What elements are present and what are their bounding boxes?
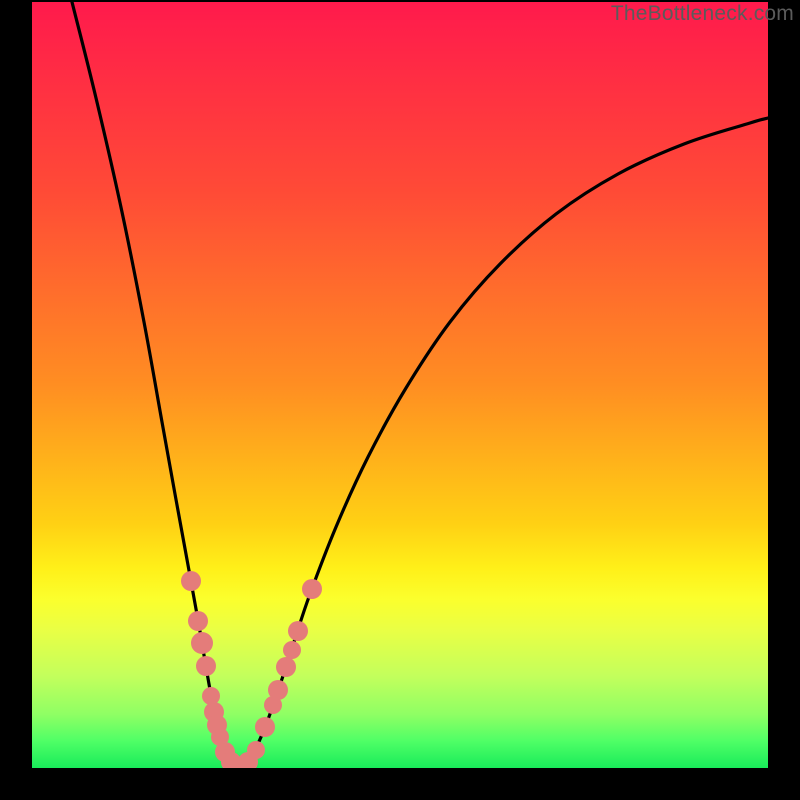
data-marker (202, 687, 220, 705)
data-marker (268, 680, 288, 700)
data-marker (191, 632, 213, 654)
data-marker (196, 656, 216, 676)
data-marker (181, 571, 201, 591)
bottleneck-curve (32, 2, 768, 768)
performance-curve (72, 2, 768, 768)
data-marker (302, 579, 322, 599)
data-marker (288, 621, 308, 641)
data-marker (188, 611, 208, 631)
data-marker (283, 641, 301, 659)
data-markers (181, 571, 322, 768)
data-marker (276, 657, 296, 677)
data-marker (255, 717, 275, 737)
chart-frame: { "watermark": { "text": "TheBottleneck.… (0, 0, 800, 800)
data-marker (247, 741, 265, 759)
